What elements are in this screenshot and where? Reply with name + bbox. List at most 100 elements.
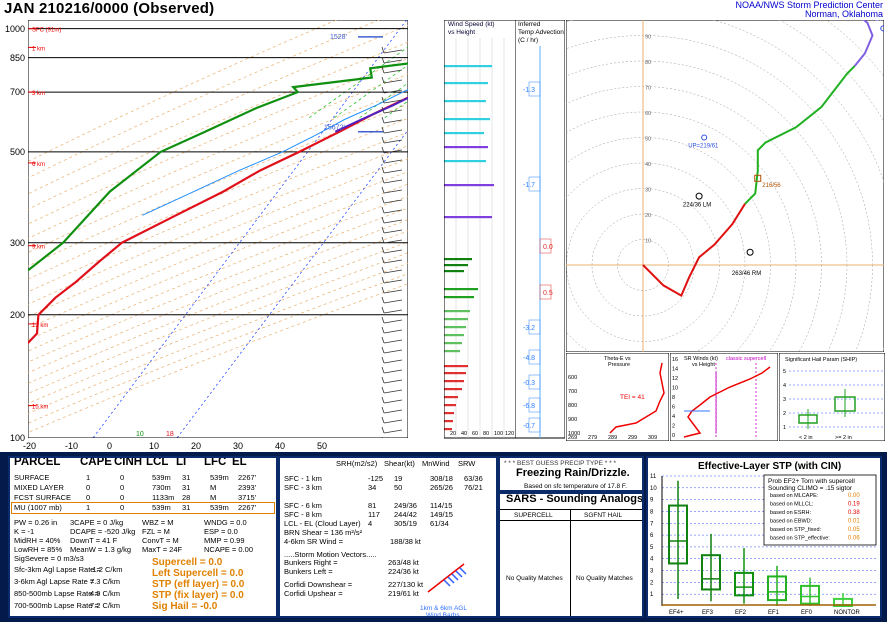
height-label: 12 km: [32, 323, 48, 329]
theta-x-label: 269: [568, 435, 577, 441]
ship-title: Significant Hail Param (SHIP): [785, 357, 857, 363]
theta-x-label: 289: [608, 435, 617, 441]
temp-tick-label: 40: [275, 441, 286, 451]
wind-barb-flag: [381, 86, 385, 94]
wind-barb-flag: [381, 216, 385, 224]
stp-based-value: 0.38: [848, 510, 860, 516]
stp-y-label: 7: [650, 521, 654, 527]
wind-axis-label: 120: [505, 431, 514, 437]
precip-header: * * * BEST GUESS PRECIP TYPE * * *: [504, 460, 616, 467]
sars-divider: [500, 509, 642, 510]
parcel-header: PARCEL: [14, 456, 61, 468]
wind-barb: [383, 219, 403, 224]
kin-cell: SFC - 6 km: [284, 501, 322, 510]
wind-speed-bar: [444, 146, 488, 149]
pressure-tick-label: 200: [9, 309, 25, 320]
wind-barb-flag: [381, 236, 385, 244]
parcel-cell: 0: [120, 493, 125, 502]
wind-barb-flag: [381, 366, 385, 374]
barb-blue: [447, 576, 455, 584]
wind-speed-bar: [444, 288, 478, 291]
index-cell: DownT = 41 F: [70, 536, 118, 545]
wind-barb-flag: [381, 146, 385, 154]
sfc-temp-label: 18: [166, 431, 174, 438]
wind-barb-flag: [381, 206, 385, 214]
barb-icon: [427, 563, 467, 593]
wind-axis-label: 40: [461, 431, 467, 437]
srw-y-label: 14: [672, 367, 678, 373]
wind-speed-bar: [444, 132, 484, 135]
motion-label: Bunkers Right =: [284, 558, 338, 567]
isotherm: [92, 20, 407, 438]
stp-box: [734, 571, 754, 597]
wind-barb: [383, 249, 403, 254]
sars-no-match-1: No Quality Matches: [506, 575, 563, 582]
lapse-label: Sfc-3km Agl Lapse Rate =: [14, 565, 101, 574]
srw-supercell-label: classic supercell: [726, 356, 766, 362]
wind-barb: [383, 79, 403, 84]
stp-y-label: 6: [650, 533, 654, 539]
wind-speed-bar: [444, 380, 464, 383]
stp-based-value: 0.19: [848, 502, 860, 508]
temp-advection-panel: -1.3-1.70.00.5-3.2-4.8-0.3-6.8-0.7: [515, 20, 565, 439]
kin-cell: 76/21: [464, 483, 483, 492]
wind-speed-bar: [444, 412, 454, 415]
parcel-cell: 0: [86, 493, 91, 502]
wind-barb: [383, 259, 403, 264]
wind-barb-flag: [381, 76, 385, 84]
parcel-cell: 31: [182, 473, 191, 482]
hodo-ring-label: 90: [645, 35, 651, 41]
parcel-header: CINH: [114, 456, 143, 468]
srw-y-label: 0: [672, 433, 675, 439]
precip-note: Based on sfc temperature of 17.8 F.: [524, 483, 627, 490]
stp-category-label: EF3: [702, 610, 714, 616]
index-cell: FZL = M: [142, 527, 170, 536]
temp-adv-value: 0.5: [543, 290, 553, 297]
wind-speed-bar: [444, 216, 492, 219]
wind-barb-flag: [381, 56, 385, 64]
parcel-cell: 1133m: [152, 493, 175, 502]
temp-adv-title: Inferred Temp Advection (C / hr): [518, 21, 566, 45]
page-title: JAN 210216/0000 (Observed): [4, 0, 215, 17]
ship-frame: [779, 353, 885, 441]
wind-barb: [383, 139, 403, 144]
wind-speed-bar: [444, 310, 470, 313]
srw-title-1: SR Winds (kt): [684, 356, 718, 362]
tei-label: TEI = 41: [620, 394, 645, 401]
index-cell: PW = 0.26 in: [14, 518, 58, 527]
wind-speed-bar: [444, 350, 460, 353]
ship-y-label: 1: [783, 425, 786, 431]
motion-title: .....Storm Motion Vectors.....: [284, 550, 377, 559]
wind-barb-flag: [381, 296, 385, 304]
wind-speed-bar: [444, 296, 474, 299]
hodo-bunkers-left-label: 224/36 LM: [683, 203, 711, 209]
hodo-bunkers-left-marker: [695, 192, 703, 200]
srw-y-label: 16: [672, 357, 678, 363]
dry-adiabat: [28, 25, 408, 195]
temp-tick-label: 10: [149, 441, 160, 451]
parcel-cell: FCST SURFACE: [14, 493, 71, 502]
index-cell: MeanW = 1.3 g/kg: [70, 545, 132, 554]
pressure-tick-label: 700: [9, 87, 25, 98]
wind-barb: [383, 49, 403, 54]
parcel-cell: 2393': [238, 483, 257, 492]
srw-line: [683, 366, 771, 438]
wind-speed-bar: [444, 396, 458, 399]
sars-col-divider: [570, 509, 571, 616]
wind-barb-flag: [381, 326, 385, 334]
wind-barb: [383, 179, 403, 184]
hodo-dp-label: DP=227/130: [875, 20, 884, 22]
wind-barb-flag: [381, 196, 385, 204]
hodo-trace-upper: [853, 20, 874, 67]
kin-cell: LCL - EL (Cloud Layer): [284, 519, 361, 528]
wind-barb: [383, 129, 403, 134]
index-cell: DCAPE = -520 J/kg: [70, 527, 136, 536]
kin-header: Shear(kt): [384, 459, 415, 468]
wind-barb-flag: [381, 246, 385, 254]
srw-y-label: 12: [672, 376, 678, 382]
isotherm: [176, 129, 408, 438]
parcel-cell: 1: [86, 503, 91, 512]
index-cell: WNDG = 0.0: [204, 518, 247, 527]
stp-category-label: EF2: [735, 610, 747, 616]
wind-barb: [383, 349, 403, 354]
